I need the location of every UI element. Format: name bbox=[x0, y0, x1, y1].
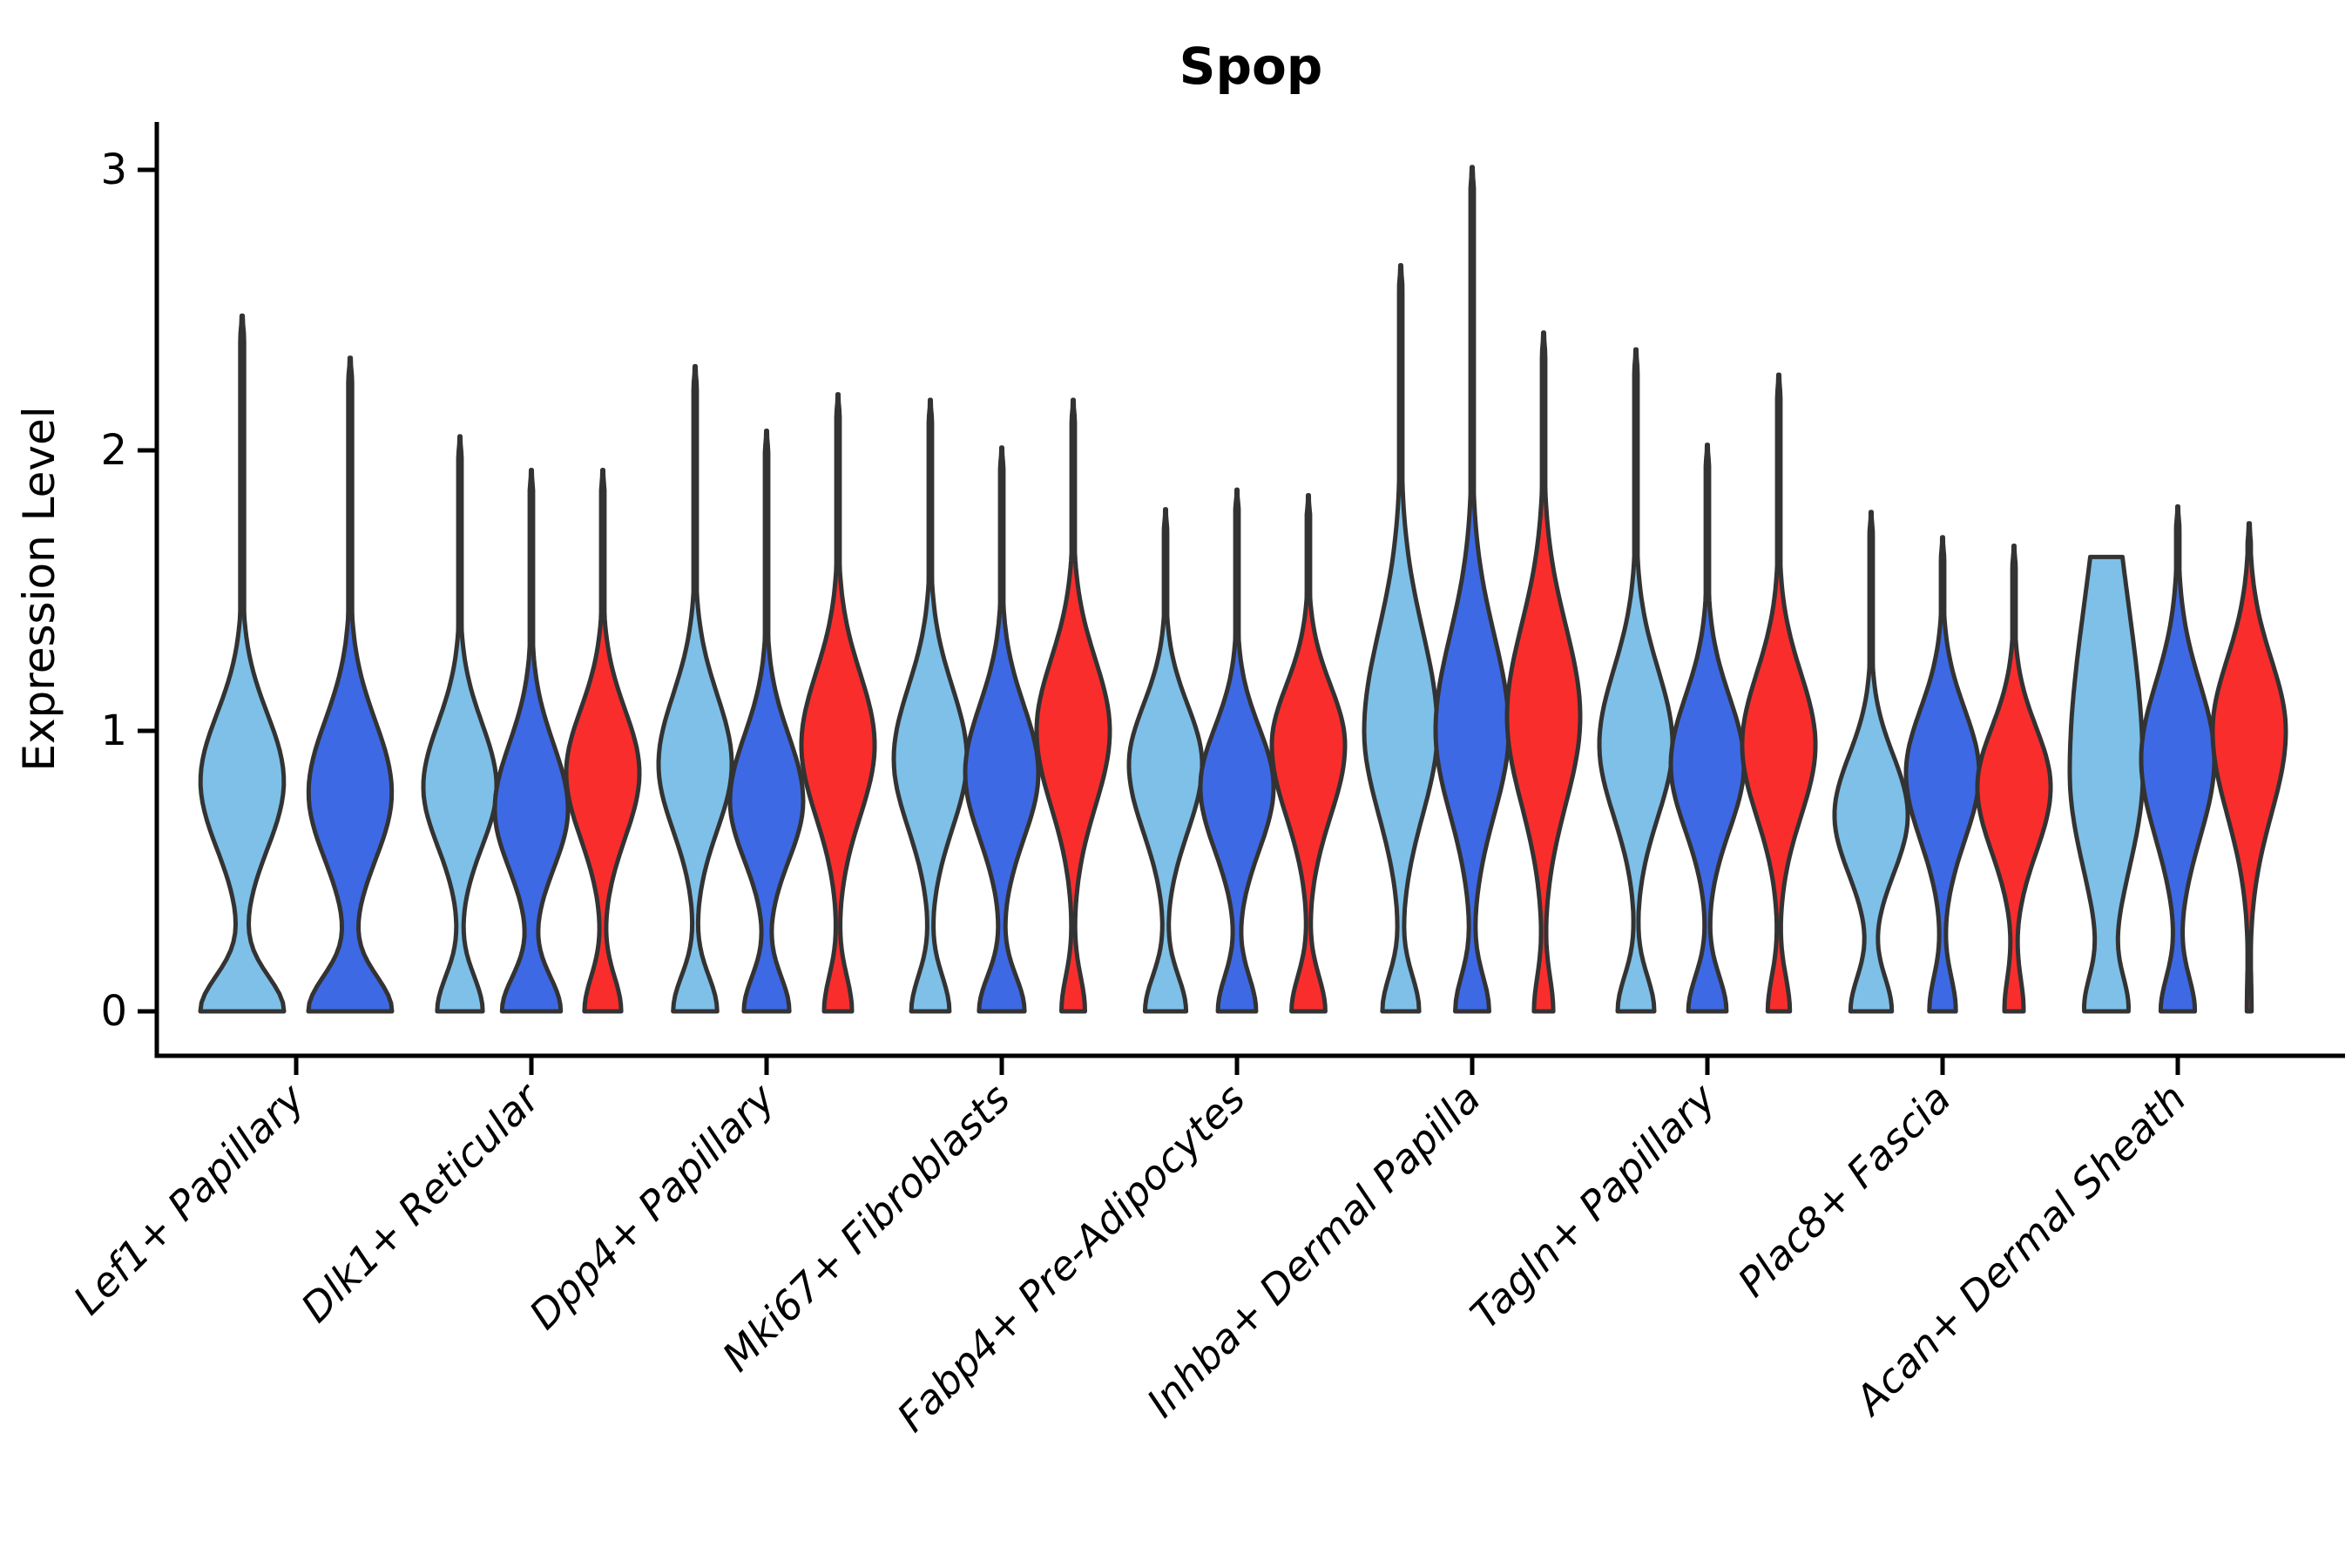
violin-tagln-papillary-series0 bbox=[1597, 347, 1675, 1014]
y-tick-label-2: 2 bbox=[100, 426, 127, 475]
x-tick-label-lef1-papillary: Lef1+ Papillary bbox=[64, 1074, 314, 1323]
x-tick-label-dlk1-reticular: Dlk1+ Reticular bbox=[292, 1072, 551, 1331]
violin-mki67-fibroblasts-series0 bbox=[891, 397, 970, 1014]
violin-lef1-papillary-series0 bbox=[198, 313, 287, 1014]
x-tick-label-plac8-fascia: Plac8+ Fascia bbox=[1728, 1075, 1959, 1306]
violin-acan-dermal-sheath-series0 bbox=[2067, 554, 2146, 1014]
violin-tagln-papillary-series2 bbox=[1740, 372, 1818, 1014]
violin-fabp4-pre-adipocytes-series0 bbox=[1126, 507, 1205, 1014]
violin-fabp4-pre-adipocytes-series1 bbox=[1198, 487, 1276, 1014]
violin-plac8-fascia-series2 bbox=[1975, 544, 2053, 1014]
violin-plac8-fascia-series0 bbox=[1832, 510, 1910, 1014]
violin-inhba-dermal-papilla-series1 bbox=[1433, 165, 1511, 1014]
violin-mki67-fibroblasts-series2 bbox=[1034, 397, 1112, 1014]
y-tick-label-3: 3 bbox=[100, 145, 127, 194]
violin-fabp4-pre-adipocytes-series2 bbox=[1269, 493, 1348, 1014]
x-tick-label-tagln-papillary: Tagln+ Papillary bbox=[1461, 1074, 1725, 1338]
violin-inhba-dermal-papilla-series2 bbox=[1504, 330, 1583, 1014]
y-axis-label: Expression Level bbox=[14, 406, 64, 771]
violin-inhba-dermal-papilla-series0 bbox=[1362, 263, 1440, 1014]
chart-title: Spop bbox=[1179, 37, 1323, 96]
violin-plac8-fascia-series1 bbox=[1903, 535, 1982, 1014]
y-tick-label-0: 0 bbox=[100, 987, 127, 1036]
violin-dpp4-papillary-series0 bbox=[656, 363, 734, 1014]
violin-dlk1-reticular-series0 bbox=[421, 434, 499, 1014]
violin-acan-dermal-sheath-series2 bbox=[2210, 521, 2288, 1014]
violin-mki67-fibroblasts-series1 bbox=[963, 445, 1041, 1014]
violin-dpp4-papillary-series2 bbox=[799, 392, 877, 1014]
y-tick-label-1: 1 bbox=[100, 706, 127, 755]
x-tick-label-dpp4-papillary: Dpp4+ Papillary bbox=[520, 1074, 784, 1338]
violin-tagln-papillary-series1 bbox=[1668, 443, 1747, 1014]
violin-dlk1-reticular-series1 bbox=[492, 468, 571, 1014]
violin-acan-dermal-sheath-series1 bbox=[2139, 504, 2217, 1014]
violin-dlk1-reticular-series2 bbox=[564, 468, 642, 1014]
violin-dpp4-papillary-series1 bbox=[727, 429, 806, 1014]
violin-lef1-papillary-series1 bbox=[306, 355, 395, 1014]
